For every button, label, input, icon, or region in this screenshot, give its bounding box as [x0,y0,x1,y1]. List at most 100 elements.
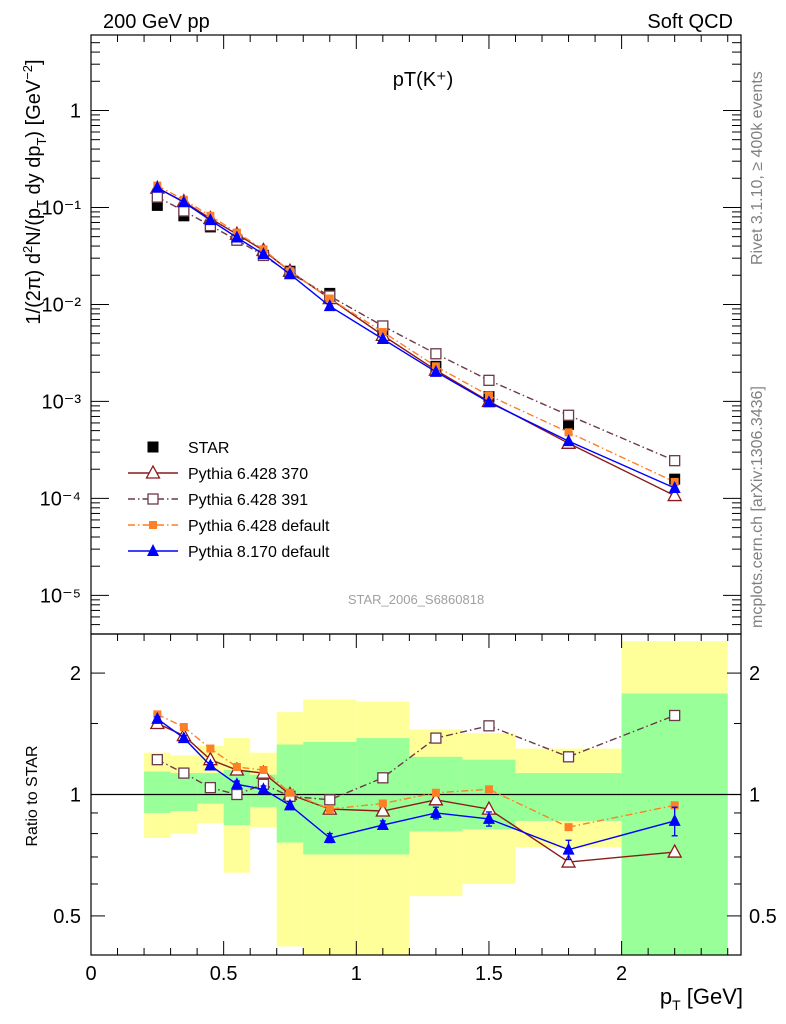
ratio-y-ticks: 0.5 0.5 1 1 2 2 [53,663,777,928]
ratio-point-p391 [483,720,495,732]
ratio-point-p8def [230,777,243,790]
main-point-p391 [562,409,575,421]
ratio-point-p370 [375,802,391,817]
main-y-tick-label: 1 [70,100,81,122]
main-frame [90,34,742,635]
legend-label: Pythia 6.428 default [188,518,330,535]
ratio-point-p391 [231,788,243,801]
ratio-point-p391 [377,772,389,784]
ratio-uncertainty-bands [144,641,728,955]
main-point-p8def [429,364,442,377]
ratio-point-p391 [562,751,575,763]
main-series-p8def [151,180,681,494]
main-y-tick-label: 10⁻² [42,294,82,316]
legend-entry-star: STAR [147,440,229,457]
ratio-point-p8def [283,798,296,811]
ratio-y-tick-label-right: 1 [749,785,760,807]
ratio-point-p6def [179,723,188,732]
main-point-p391 [178,205,190,217]
main-point-p8def [257,247,270,260]
ratio-y-tick-label: 0.5 [53,906,81,928]
main-point-p8def [151,180,164,193]
ratio-series [149,709,683,868]
ratio-y-tick-label-right: 0.5 [749,906,777,928]
main-line-p391 [157,196,675,462]
main-line-p8def [156,187,675,489]
main-point-p8def [668,481,681,494]
main-y-tick-label: 10⁻⁵ [40,585,81,607]
ratio-point-p6def [378,799,387,808]
main-point-p8def [482,395,495,408]
main-y-tick-label: 10⁻¹ [42,197,82,219]
main-point-p6def [564,428,573,437]
ratio-line-p370 [157,722,675,863]
ratio-y-axis-title: Ratio to STAR [24,745,41,846]
ratio-point-p370 [667,843,683,858]
ratio-point-p8def [204,758,217,771]
svg-text:1/(2π) d2N/(pT dy dpT) [GeV−2]: 1/(2π) d2N/(pT dy dpT) [GeV−2] [20,59,49,324]
main-point-p6def [325,294,334,303]
ratio-point-p6def [232,762,241,771]
legend-marker [147,544,159,556]
main-y-tick-label: 10⁻³ [42,391,82,413]
header-left: 200 GeV pp [103,11,210,33]
main-series-star [151,199,681,485]
ratio-point-p370 [560,853,577,868]
main-point-p8def [177,195,190,208]
main-point-p8def [283,267,296,280]
ratio-point-p8def [562,842,575,855]
main-series-p370 [149,179,683,502]
x-tick-label: 0 [85,963,96,985]
ratio-point-p8def [429,805,442,818]
analysis-watermark: STAR_2006_S6860818 [348,592,484,607]
x-axis-ticks: 0 0.5 1 1.5 2 [85,35,729,985]
x-tick-label: 1 [351,963,362,985]
x-tick-label: 0.5 [210,963,238,985]
ratio-point-p391 [151,754,163,766]
main-point-p6def [378,327,387,336]
main-point-p391 [151,191,163,203]
main-point-p8def [204,213,217,226]
legend-label: Pythia 6.428 391 [188,492,308,509]
main-y-tick-label: 10⁻⁴ [40,488,81,510]
x-tick-label: 2 [616,963,627,985]
main-panel: 10⁻⁵ 10⁻⁴ 10⁻³ 10⁻² 10⁻¹ 1 STAR Pythia 6.428 37… [40,34,742,635]
legend-label: Pythia 8.170 default [188,544,330,561]
legend-marker [149,521,157,529]
ratio-y-tick-label-right: 2 [749,663,760,685]
legend-entry-p8def: Pythia 8.170 default [128,544,330,561]
ratio-point-p6def [484,785,493,794]
ratio-point-p391 [178,767,190,779]
main-point-p8def [562,434,575,447]
main-series-p6def [153,181,679,486]
header-right: Soft QCD [647,11,733,33]
ratio-series-p8def [151,711,681,861]
main-point-p391 [669,455,681,467]
legend-entry-p370: Pythia 6.428 370 [128,464,308,483]
rivet-version-label: Rivet 3.1.10, ≥ 400k events [749,71,766,265]
ratio-point-p6def [670,801,679,810]
ratio-point-p391 [669,709,681,722]
ratio-point-p370 [428,791,444,806]
main-line-p6def [156,184,675,483]
legend-marker [145,464,161,479]
main-point-p8def [323,299,336,312]
band-green [356,738,410,855]
ratio-point-p391 [324,794,336,806]
band-green [144,771,171,813]
ratio-line-p8def [156,718,675,851]
main-point-p391 [430,348,442,360]
legend-marker [147,493,159,505]
main-y-axis-title: 1/(2π) d2N/(pT dy dpT) [GeV−2] [20,59,49,324]
main-point-p391 [483,374,495,386]
ratio-point-p6def [325,805,334,814]
ratio-point-p8def [668,813,681,826]
ratio-point-p6def [431,788,440,797]
ratio-point-p8def [323,831,336,844]
ratio-point-p8def [376,818,389,831]
legend: STAR Pythia 6.428 370 Pythia 6.428 391 Pyth… [128,440,330,561]
ratio-point-p8def [151,711,164,724]
legend-entry-p6def: Pythia 6.428 default [128,518,330,535]
band-green [170,773,198,812]
